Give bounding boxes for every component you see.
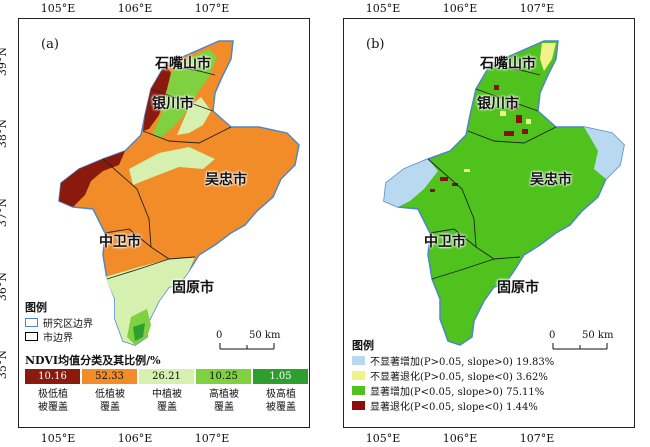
class-name-very-low: 极低植 被覆盖	[25, 388, 81, 414]
region-significant-increase	[383, 40, 625, 346]
lon-tick-106-bottom: 106°E	[117, 432, 153, 445]
legend-title-a: 图例	[25, 301, 47, 314]
panel-label-a: (a)	[41, 37, 59, 52]
legend-study-boundary: 研究区边界	[25, 315, 93, 330]
legend-nonsig-degradation: 不显著退化(P>0.05, slope<0) 3.62%	[352, 368, 548, 383]
lon-tick-106: 106°E	[117, 2, 153, 15]
region-nonsig-increase-east	[584, 127, 624, 179]
scale-distance-a: 50 km	[249, 330, 281, 341]
class-box-low: 52.33	[82, 369, 137, 384]
class-name-medium: 中植被 覆盖	[139, 388, 195, 414]
region-very-low-north	[143, 65, 171, 131]
lon-tick-107-b-bottom: 107°E	[519, 432, 555, 445]
class-legend-title: NDVI均值分类及其比例/%	[25, 354, 161, 367]
city-label-guyuan-b: 固原市	[497, 280, 539, 296]
nonsig-degradation-label: 不显著退化(P>0.05, slope<0) 3.62%	[370, 372, 548, 383]
city-borders-b	[427, 64, 557, 280]
class-name-very-high-1: 极高植	[266, 389, 296, 400]
region-medium-cover-north	[177, 97, 211, 135]
class-name-low: 低植被 覆盖	[82, 388, 138, 414]
legend-sig-increase: 显著增加(P<0.05, slope>0) 75.11%	[352, 383, 544, 398]
lat-tick-38: 38°N	[0, 118, 10, 149]
class-name-high-2: 覆盖	[214, 402, 234, 413]
city-label-wuzhong: 吴忠市	[205, 172, 247, 188]
lon-tick-107: 107°E	[194, 2, 230, 15]
class-name-very-low-1: 极低植	[38, 389, 68, 400]
city-label-shizuishan-b: 石嘴山市	[480, 56, 536, 72]
nonsig-increase-label: 不显著增加(P>0.05, slope>0) 19.83%	[370, 357, 555, 368]
lon-tick-105: 105°E	[40, 2, 76, 15]
city-boundary-label: 市边界	[43, 333, 73, 344]
city-label-yinchuan: 银川市	[152, 96, 194, 112]
scale-bar-b	[552, 343, 608, 350]
scale-distance-b: 50 km	[582, 330, 614, 341]
sig-increase-label: 显著增加(P<0.05, slope>0) 75.11%	[370, 387, 545, 398]
study-boundary-swatch	[25, 318, 38, 327]
class-name-high-1: 高植被	[209, 389, 239, 400]
region-nonsig-increase-west	[384, 159, 438, 207]
lon-tick-106-b-bottom: 106°E	[442, 432, 478, 445]
region-nonsig-increase-north	[540, 43, 556, 71]
scale-zero-b: 0	[549, 330, 556, 341]
city-label-zhongwei: 中卫市	[99, 234, 141, 250]
legend-nonsig-increase: 不显著增加(P>0.05, slope>0) 19.83%	[352, 353, 554, 368]
legend-sig-degradation: 显著退化(P<0.05, slope<0) 1.44%	[352, 398, 538, 413]
legend-city-boundary: 市边界	[25, 329, 73, 344]
map-frame-b: (b) 石嘴山市 银川市 吴忠市 中卫市 固原市 0 50 km 图例 不显著增…	[343, 18, 635, 428]
class-name-high: 高植被 覆盖	[196, 388, 252, 414]
city-label-shizuishan: 石嘴山市	[155, 56, 211, 72]
class-name-medium-1: 中植被	[152, 389, 182, 400]
class-name-low-1: 低植被	[95, 389, 125, 400]
region-very-low-cover	[59, 151, 125, 207]
panel-b-ndvi-trend: 105°E 106°E 107°E 105°E 106°E 107°E 39°N…	[325, 0, 650, 447]
region-significant-degradation	[430, 85, 528, 192]
panel-label-b: (b)	[366, 37, 385, 52]
nonsig-degradation-swatch	[352, 371, 365, 380]
lon-tick-106-b: 106°E	[442, 2, 478, 15]
region-south-very-high	[133, 323, 145, 341]
class-name-very-high-2: 被覆盖	[266, 402, 296, 413]
sig-degradation-swatch	[352, 401, 365, 410]
sig-increase-swatch	[352, 386, 365, 395]
lon-tick-107-b: 107°E	[519, 2, 555, 15]
class-name-medium-2: 覆盖	[157, 402, 177, 413]
lat-tick-37: 37°N	[0, 197, 10, 228]
lat-tick-35: 35°N	[0, 349, 10, 380]
lat-tick-39: 39°N	[0, 46, 10, 77]
class-box-very-high: 1.05	[253, 369, 308, 384]
lat-tick-36: 36°N	[0, 271, 10, 302]
class-box-very-low: 10.16	[25, 369, 80, 384]
scale-bar-a	[219, 343, 275, 350]
lon-tick-107-bottom: 107°E	[194, 432, 230, 445]
map-ndvi-trend	[383, 40, 625, 346]
scale-zero-a: 0	[216, 330, 223, 341]
map-frame-a: (a) 石嘴山市 银川市 吴忠市 中卫市 固原市 图例 研究区边界 市边界 0 …	[18, 18, 310, 428]
study-boundary-label: 研究区边界	[43, 319, 93, 330]
lon-tick-105-bottom: 105°E	[40, 432, 76, 445]
nonsig-increase-swatch	[352, 356, 365, 365]
city-label-guyuan: 固原市	[172, 280, 214, 296]
sig-degradation-label: 显著退化(P<0.05, slope<0) 1.44%	[370, 402, 538, 413]
city-boundary-swatch	[25, 332, 38, 341]
class-box-high: 10.25	[196, 369, 251, 384]
class-box-medium: 26.21	[139, 369, 194, 384]
region-south-medium	[105, 257, 195, 345]
class-name-very-low-2: 被覆盖	[38, 402, 68, 413]
lon-tick-105-b-bottom: 105°E	[365, 432, 401, 445]
panel-a-ndvi-classes: 105°E 106°E 107°E 105°E 106°E 107°E 39°N…	[0, 2, 310, 445]
city-label-wuzhong-b: 吴忠市	[530, 172, 572, 188]
city-label-yinchuan-b: 银川市	[477, 96, 519, 112]
class-name-very-high: 极高植 被覆盖	[253, 388, 309, 414]
lon-tick-105-b: 105°E	[365, 2, 401, 15]
region-nonsig-degradation	[464, 111, 531, 172]
legend-title-b: 图例	[352, 339, 374, 352]
city-borders	[102, 64, 232, 280]
map-ndvi-classes	[58, 40, 300, 346]
class-name-low-2: 覆盖	[100, 402, 120, 413]
region-medium-strip	[129, 147, 215, 185]
city-label-zhongwei-b: 中卫市	[424, 234, 466, 250]
